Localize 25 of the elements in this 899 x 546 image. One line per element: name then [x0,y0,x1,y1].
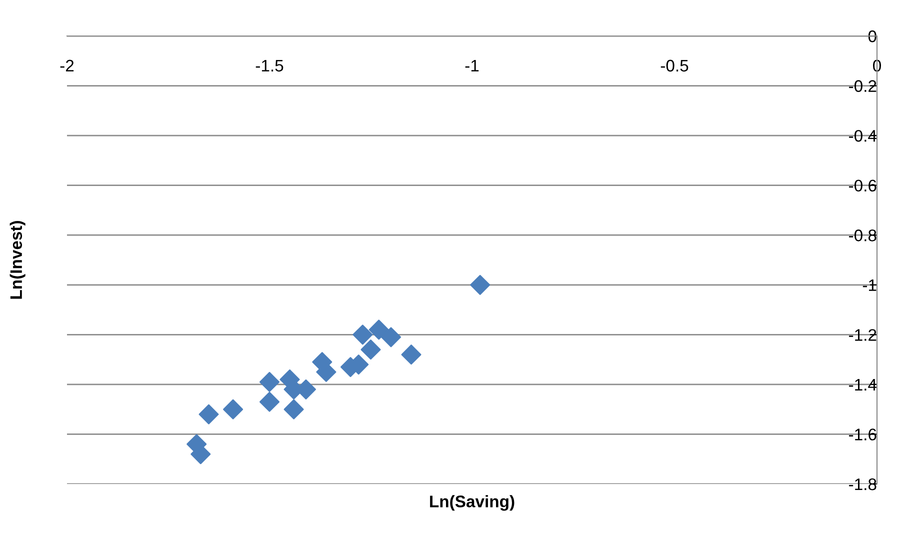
y-tick-label: -1 [862,279,876,291]
x-tick-label: -1.5 [256,60,284,72]
y-tick-label: -0.4 [849,130,877,142]
y-tick-label: -1.2 [849,329,876,341]
x-tick-label: -1 [465,60,479,72]
y-tick-label: -1.4 [849,379,877,390]
point [360,340,381,360]
x-tick-label: -0.5 [660,60,688,72]
x-axis-title: Ln(Saving) [430,495,514,511]
y-axis-title: Ln(Invest) [10,221,26,299]
y-tick-label: -0.2 [849,80,876,92]
point [223,399,244,420]
point [352,324,373,345]
point [380,327,402,348]
point [259,392,280,412]
point [470,274,490,295]
y-tick-label: -1.6 [849,428,876,440]
point [284,399,304,420]
y-tick-label: -0.8 [849,230,876,242]
point [401,344,422,365]
point [198,404,219,424]
x-tick-label: -2 [60,60,74,72]
point [368,320,389,340]
y-tick-label: -0.6 [849,180,876,192]
point [259,372,280,392]
